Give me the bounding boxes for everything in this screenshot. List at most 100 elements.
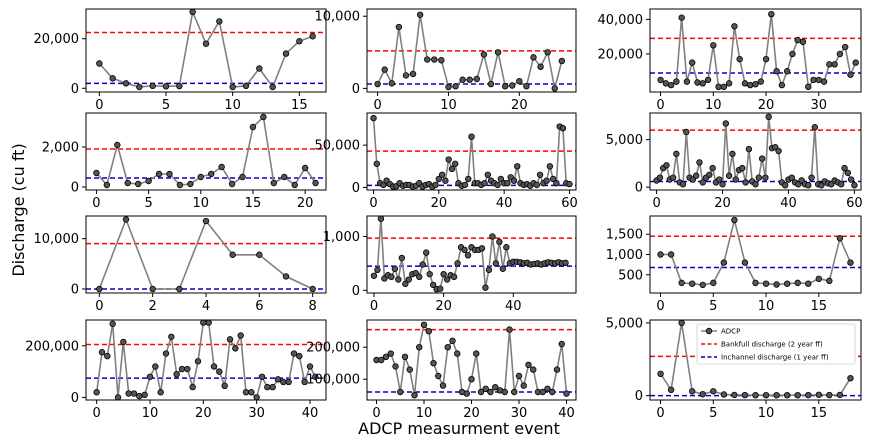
adcp-point xyxy=(395,23,403,31)
adcp-point xyxy=(378,356,385,364)
adcp-point xyxy=(419,261,426,268)
adcp-point xyxy=(202,217,210,225)
adcp-point xyxy=(799,38,807,46)
x-tick-label: 15 xyxy=(245,196,262,211)
adcp-point xyxy=(444,344,451,351)
adcp-point xyxy=(382,353,390,360)
axes-frame xyxy=(85,215,327,294)
adcp-point xyxy=(484,171,492,178)
adcp-point xyxy=(274,376,282,383)
adcp-point xyxy=(815,391,822,398)
adcp-point xyxy=(683,78,691,85)
adcp-point xyxy=(387,350,394,357)
adcp-point xyxy=(762,55,770,63)
adcp-point xyxy=(710,279,717,287)
adcp-point xyxy=(436,285,444,292)
adcp-point xyxy=(229,251,236,258)
adcp-point xyxy=(381,66,388,73)
adcp-point xyxy=(423,249,430,256)
adcp-series-line xyxy=(95,321,317,399)
adcp-point xyxy=(416,344,423,351)
adcp-point xyxy=(197,173,204,181)
adcp-point xyxy=(752,81,759,88)
adcp-point xyxy=(445,83,452,91)
adcp-point xyxy=(194,358,202,365)
adcp-point xyxy=(492,384,499,391)
adcp-point xyxy=(388,80,395,87)
adcp-point xyxy=(516,77,523,85)
adcp-point xyxy=(210,363,218,370)
adcp-point xyxy=(741,391,749,399)
adcp-point xyxy=(844,169,852,177)
y-tick-label: 50,000 xyxy=(315,139,361,154)
adcp-point xyxy=(826,61,833,68)
adcp-point xyxy=(282,50,290,57)
adcp-point xyxy=(205,319,212,326)
x-tick-label: 30 xyxy=(811,98,828,113)
adcp-point xyxy=(530,366,537,373)
adcp-point xyxy=(93,389,100,396)
y-tick-label: 40,000 xyxy=(598,13,644,28)
adcp-point xyxy=(425,328,432,335)
adcp-point xyxy=(847,71,854,78)
x-tick-label: 15 xyxy=(291,98,308,113)
x-tick-label: 20 xyxy=(714,196,731,211)
x-tick-label: 20 xyxy=(463,406,480,421)
x-tick-label: 0 xyxy=(95,98,103,113)
adcp-point xyxy=(745,145,753,153)
adcp-point xyxy=(725,172,733,179)
adcp-series-line xyxy=(660,14,857,89)
adcp-point xyxy=(808,174,815,181)
adcp-point xyxy=(228,180,236,188)
adcp-point xyxy=(461,246,468,254)
adcp-point xyxy=(710,388,717,395)
adcp-point xyxy=(448,165,456,173)
adcp-point xyxy=(431,56,438,63)
adcp-point xyxy=(309,285,316,293)
adcp-point xyxy=(794,36,801,44)
adcp-point xyxy=(282,273,290,280)
legend-frame xyxy=(696,323,856,365)
adcp-point xyxy=(96,285,103,293)
adcp-point xyxy=(492,260,500,267)
x-tick-label: 0 xyxy=(92,196,100,211)
adcp-point xyxy=(478,245,486,252)
adcp-point xyxy=(515,372,523,380)
adcp-point xyxy=(464,252,472,259)
x-tick-label: 5 xyxy=(162,98,170,113)
adcp-point xyxy=(157,389,164,396)
adcp-point xyxy=(435,175,443,183)
adcp-point xyxy=(124,179,131,187)
adcp-point xyxy=(494,181,501,189)
adcp-point xyxy=(256,65,263,72)
adcp-point xyxy=(155,170,163,178)
adcp-point xyxy=(253,394,260,401)
adcp-point xyxy=(549,388,556,396)
x-tick-label: 0 xyxy=(652,196,660,211)
adcp-point xyxy=(841,164,848,172)
y-tick-label: 0 xyxy=(635,181,643,196)
adcp-point xyxy=(694,79,701,86)
legend: ADCP Bankfull discharge (2 year ff) Inch… xyxy=(696,323,856,365)
adcp-point xyxy=(696,159,703,166)
y-tick-label: 0 xyxy=(352,181,360,196)
adcp-point xyxy=(523,83,530,90)
adcp-point xyxy=(783,68,791,75)
adcp-series-line xyxy=(95,115,317,187)
adcp-point xyxy=(566,180,573,188)
adcp-point xyxy=(454,260,461,267)
adcp-point xyxy=(678,279,685,287)
adcp-point xyxy=(114,141,121,149)
adcp-point xyxy=(667,386,675,394)
adcp-point xyxy=(731,23,738,30)
adcp-point xyxy=(473,350,480,357)
panel-4: 0 5 10 15 20 0 2,000 xyxy=(42,112,327,211)
x-tick-label: 0 xyxy=(370,299,378,314)
adcp-point xyxy=(487,388,494,396)
adcp-point xyxy=(430,360,437,367)
legend-inchannel-label: Inchannel discharge (1 year ff) xyxy=(721,354,829,362)
panel-11: 0 10 20 30 40 100,000 200,000 xyxy=(306,319,577,421)
adcp-point xyxy=(208,170,215,178)
adcp-series-line xyxy=(98,9,313,89)
x-tick-label: 15 xyxy=(811,406,828,421)
